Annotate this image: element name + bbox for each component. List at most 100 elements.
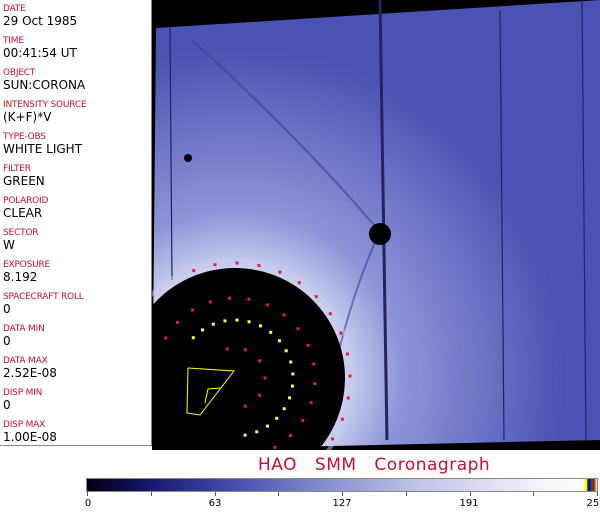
- marker-dot: [289, 360, 293, 364]
- marker-dot: [258, 324, 262, 328]
- marker-dot: [340, 417, 344, 421]
- field-value: GREEN: [3, 174, 45, 188]
- field-time: TIME 00:41:54 UT: [3, 36, 77, 60]
- marker-dot: [266, 303, 270, 307]
- marker-dot: [235, 261, 239, 265]
- marker-dot: [289, 434, 293, 438]
- field-label: DISP MAX: [3, 420, 46, 430]
- colorbar-tick-label: 63: [208, 498, 222, 509]
- marker-dot: [309, 401, 313, 405]
- field-label: POLAROID: [3, 196, 49, 206]
- marker-dot: [331, 437, 335, 441]
- colorbar-tick: [469, 492, 471, 496]
- marker-dot: [211, 322, 215, 326]
- field-date: DATE 29 Oct 1985: [3, 4, 77, 28]
- marker-dot: [282, 313, 286, 317]
- field-label: TYPE-OBS: [3, 132, 46, 142]
- marker-dot: [213, 263, 217, 267]
- marker-dot: [328, 312, 332, 316]
- marker-dot: [243, 404, 247, 408]
- marker-dot: [255, 430, 259, 434]
- marker-dot: [345, 352, 349, 356]
- marker-dot: [313, 382, 317, 386]
- field-value: (K+F)*V: [3, 110, 52, 124]
- marker-dot: [192, 269, 196, 273]
- field-data-min: DATA MIN 0: [3, 324, 45, 348]
- marker-dot: [247, 297, 251, 301]
- marker-dot: [191, 308, 195, 312]
- field-value: 29 Oct 1985: [3, 14, 78, 28]
- field-polaroid: POLAROID CLEAR: [3, 196, 48, 220]
- field-sector: SECTOR W: [3, 228, 39, 252]
- marker-dot: [235, 318, 239, 322]
- marker-dot: [258, 393, 262, 397]
- field-intensity-source: INTENSITY SOURCE (K+F)*V: [3, 100, 87, 124]
- marker-dot: [291, 372, 295, 376]
- marker-dot: [312, 362, 316, 366]
- marker-dot: [258, 359, 262, 363]
- pylon-blob: [369, 223, 391, 245]
- field-value: W: [3, 238, 15, 252]
- marker-dot: [263, 376, 267, 380]
- field-label: DATA MIN: [3, 324, 45, 334]
- marker-dot: [282, 407, 286, 411]
- colorbar-tick: [214, 492, 216, 496]
- field-filter: FILTER GREEN: [3, 164, 45, 188]
- colorbar: [86, 478, 598, 492]
- marker-dot: [339, 331, 343, 335]
- marker-dot: [288, 396, 292, 400]
- marker-dot: [273, 445, 277, 449]
- field-label: DISP MIN: [3, 388, 43, 398]
- field-data-max: DATA MAX 2.52E-08: [3, 356, 57, 380]
- field-exposure: EXPOSURE 8.192: [3, 260, 50, 284]
- field-disp-max: DISP MAX 1.00E-08: [3, 420, 57, 444]
- marker-dot: [348, 374, 352, 378]
- coronagraph-image: [152, 0, 600, 450]
- marker-dot: [164, 336, 168, 340]
- colorbar-tick-label: 127: [332, 498, 352, 509]
- marker-dot: [265, 424, 269, 428]
- marker-dot: [275, 416, 279, 420]
- field-label: SECTOR: [3, 228, 39, 238]
- field-value: 2.52E-08: [3, 366, 57, 380]
- marker-dot: [297, 281, 301, 285]
- field-value: 0: [3, 302, 11, 316]
- streamer: [191, 39, 382, 381]
- marker-dot: [269, 330, 273, 334]
- field-label: DATE: [3, 4, 26, 14]
- overlay-triangle: [186, 367, 235, 416]
- marker-dot: [208, 300, 212, 304]
- colorbar-tick: [405, 492, 407, 496]
- marker-dot: [278, 270, 282, 274]
- marker-dot: [243, 348, 247, 352]
- field-value: CLEAR: [3, 206, 43, 220]
- field-type-obs: TYPE-OBS WHITE LIGHT: [3, 132, 82, 156]
- colorbar-tick: [533, 492, 535, 496]
- field-value: 0: [3, 398, 11, 412]
- marker-dot: [284, 349, 288, 353]
- marker-dot: [346, 396, 350, 400]
- field-label: EXPOSURE: [3, 260, 51, 270]
- field-value: SUN:CORONA: [3, 78, 86, 92]
- colorbar-tick-label: 0: [84, 498, 92, 509]
- occulting-disk: [152, 268, 345, 450]
- field-label: SPACECRAFT ROLL: [3, 292, 84, 302]
- marker-dot: [314, 295, 318, 299]
- marker-dot: [175, 320, 179, 324]
- field-value: 8.192: [3, 270, 38, 284]
- field-value: WHITE LIGHT: [3, 142, 83, 156]
- field-object: OBJECT SUN:CORONA: [3, 68, 85, 92]
- marker-dot: [306, 343, 310, 347]
- marker-dot: [223, 319, 227, 323]
- colorbar-tick-label: 191: [459, 498, 479, 509]
- marker-dot: [277, 339, 281, 343]
- colorbar-tick: [150, 492, 152, 496]
- marker-dot: [301, 418, 305, 422]
- colorbar-tick: [87, 492, 88, 496]
- image-title: HAO SMM Coronagraph: [258, 455, 491, 475]
- marker-dot: [257, 264, 261, 268]
- marker-dot: [290, 384, 294, 388]
- marker-dot: [201, 328, 205, 332]
- marker-dot: [191, 336, 195, 340]
- marker-dot: [227, 296, 231, 300]
